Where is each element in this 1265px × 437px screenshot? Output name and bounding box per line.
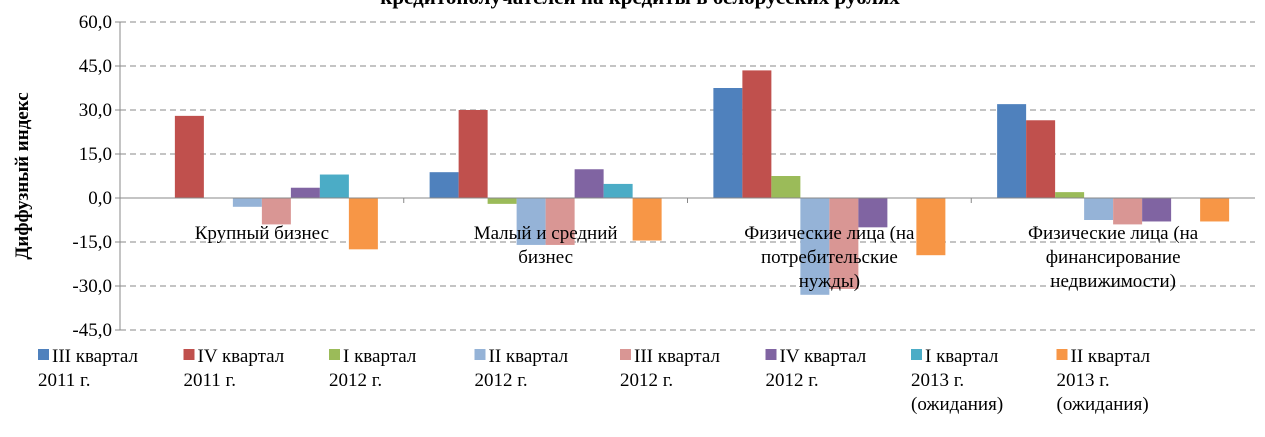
bar — [1142, 198, 1172, 222]
legend-swatch — [1056, 349, 1068, 360]
y-tick-label: 15,0 — [79, 144, 112, 165]
y-axis-label: Диффузный индекс — [12, 92, 33, 259]
bar — [174, 115, 204, 198]
bar — [348, 198, 378, 250]
legend-label: IV квартал 2011 г. — [184, 346, 285, 391]
bar — [1084, 198, 1114, 220]
x-tick-label: Физические лица (на финансирование недвижи… — [1028, 223, 1199, 292]
bar — [858, 198, 888, 228]
bar — [1200, 198, 1230, 222]
bar — [713, 88, 743, 198]
y-tick-label: -15,0 — [72, 232, 112, 253]
bar — [1113, 198, 1143, 225]
bar — [829, 198, 859, 289]
y-tick-label: 30,0 — [79, 100, 112, 121]
y-tick-label: -30,0 — [72, 276, 112, 297]
bar — [997, 104, 1027, 198]
legend-label: II квартал 2013 г. (ожидания) — [1057, 346, 1151, 415]
x-tick-label: Крупный бизнес — [195, 223, 329, 244]
bar — [458, 110, 488, 198]
bar — [319, 174, 349, 198]
legend-label: I квартал 2013 г. (ожидания) — [911, 346, 1003, 415]
bar — [1055, 192, 1085, 198]
bar — [603, 183, 633, 198]
legend-swatch — [765, 349, 777, 360]
bar — [800, 198, 830, 295]
legend-label: IV квартал 2012 г. — [766, 346, 867, 391]
y-tick-label: 0,0 — [88, 188, 112, 209]
bar — [516, 198, 546, 245]
bar — [916, 198, 946, 256]
bar — [232, 198, 262, 207]
legend-swatch — [38, 349, 49, 360]
legend-swatch — [474, 349, 486, 360]
bar — [290, 187, 320, 198]
bar — [771, 176, 801, 198]
bar — [742, 70, 772, 198]
y-tick-label: 45,0 — [79, 56, 112, 77]
bar — [545, 198, 575, 245]
legend-label: II квартал 2012 г. — [475, 346, 569, 391]
bar — [574, 169, 604, 198]
legend-label: I квартал 2012 г. — [329, 346, 417, 391]
legend-label: III квартал 2012 г. — [620, 346, 721, 391]
x-tick-label: Малый и средний бизнес — [474, 223, 618, 268]
y-tick-label: -45,0 — [72, 320, 112, 341]
bar — [487, 198, 517, 204]
bar — [632, 198, 662, 241]
legend-swatch — [183, 349, 195, 360]
chart-title: кредитополучателей на кредиты в белорусс… — [380, 0, 900, 9]
x-tick-label: Физические лица (на потребительские нужды) — [744, 223, 915, 292]
bar — [1026, 120, 1056, 198]
legend-swatch — [620, 349, 631, 360]
legend-swatch — [329, 349, 340, 360]
bar — [429, 172, 459, 198]
bar — [261, 198, 291, 225]
legend-swatch — [911, 349, 922, 360]
y-tick-label: 60,0 — [79, 12, 112, 33]
legend-label: III квартал 2011 г. — [38, 346, 139, 391]
